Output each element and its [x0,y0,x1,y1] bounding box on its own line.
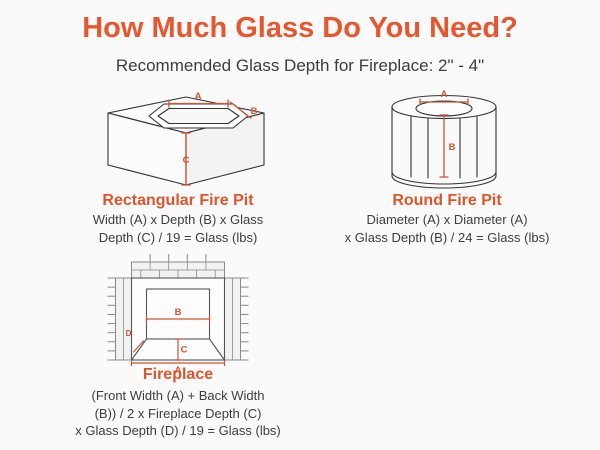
svg-text:C: C [183,155,190,166]
svg-text:B: B [449,142,456,153]
svg-text:C: C [181,345,188,356]
svg-text:D: D [126,329,132,338]
svg-text:B: B [251,106,258,117]
svg-text:A: A [441,90,448,100]
svg-text:A: A [195,91,202,102]
svg-text:B: B [175,307,182,318]
